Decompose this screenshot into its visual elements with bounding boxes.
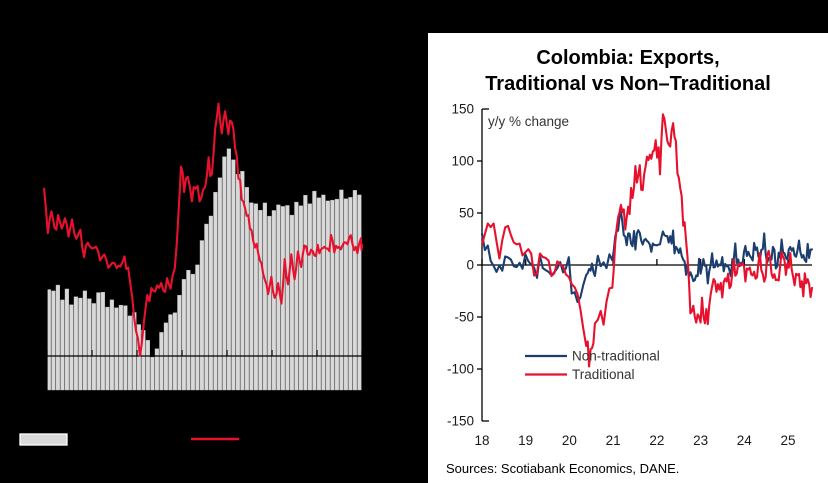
svg-text:18: 18 xyxy=(474,433,489,448)
svg-text:Traditional: Traditional xyxy=(572,367,635,382)
svg-text:24: 24 xyxy=(737,433,753,448)
svg-text:19: 19 xyxy=(518,433,533,448)
svg-text:y/y % change: y/y % change xyxy=(488,114,569,129)
svg-text:-50: -50 xyxy=(454,310,474,325)
svg-text:0: 0 xyxy=(466,258,474,273)
svg-text:20: 20 xyxy=(562,433,577,448)
svg-text:Non-traditional: Non-traditional xyxy=(572,349,660,364)
svg-text:-100: -100 xyxy=(447,362,474,377)
svg-text:23: 23 xyxy=(693,433,708,448)
svg-text:25: 25 xyxy=(780,433,795,448)
svg-text:-150: -150 xyxy=(447,414,474,429)
svg-text:100: 100 xyxy=(451,154,474,169)
svg-text:50: 50 xyxy=(459,206,474,221)
svg-text:22: 22 xyxy=(649,433,664,448)
svg-text:150: 150 xyxy=(451,102,474,117)
svg-text:21: 21 xyxy=(606,433,621,448)
